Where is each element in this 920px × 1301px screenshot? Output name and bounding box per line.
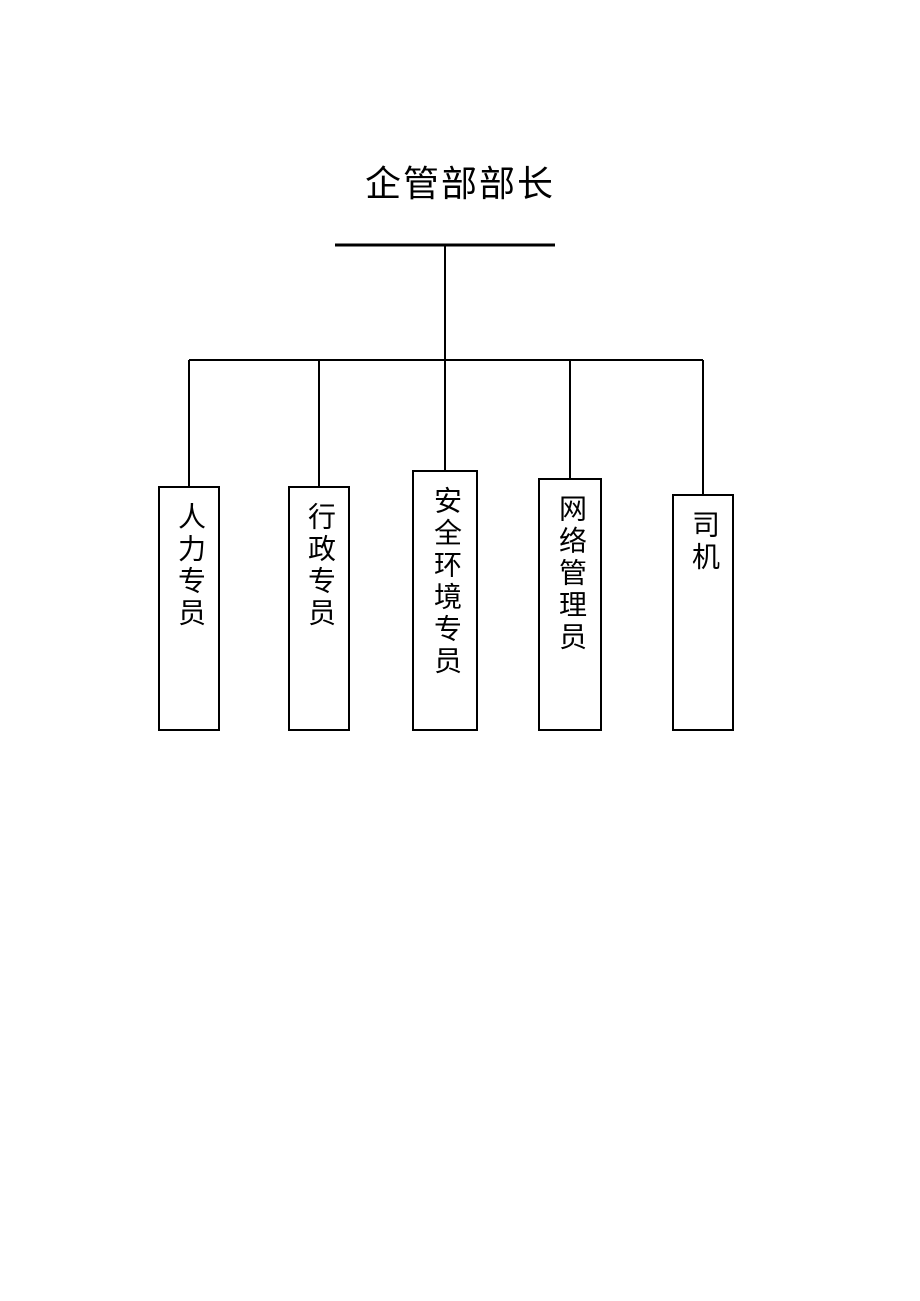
org-node-label: 网络管理员 xyxy=(556,494,584,654)
org-node: 安全环境专员 xyxy=(412,470,478,731)
org-node-label: 人力专员 xyxy=(175,502,203,630)
org-node-label: 行政专员 xyxy=(305,502,333,630)
org-node-label: 安全环境专员 xyxy=(431,486,459,678)
org-node: 人力专员 xyxy=(158,486,220,731)
org-node-label: 司机 xyxy=(689,510,717,574)
org-node: 行政专员 xyxy=(288,486,350,731)
org-node: 网络管理员 xyxy=(538,478,602,731)
org-node: 司机 xyxy=(672,494,734,731)
